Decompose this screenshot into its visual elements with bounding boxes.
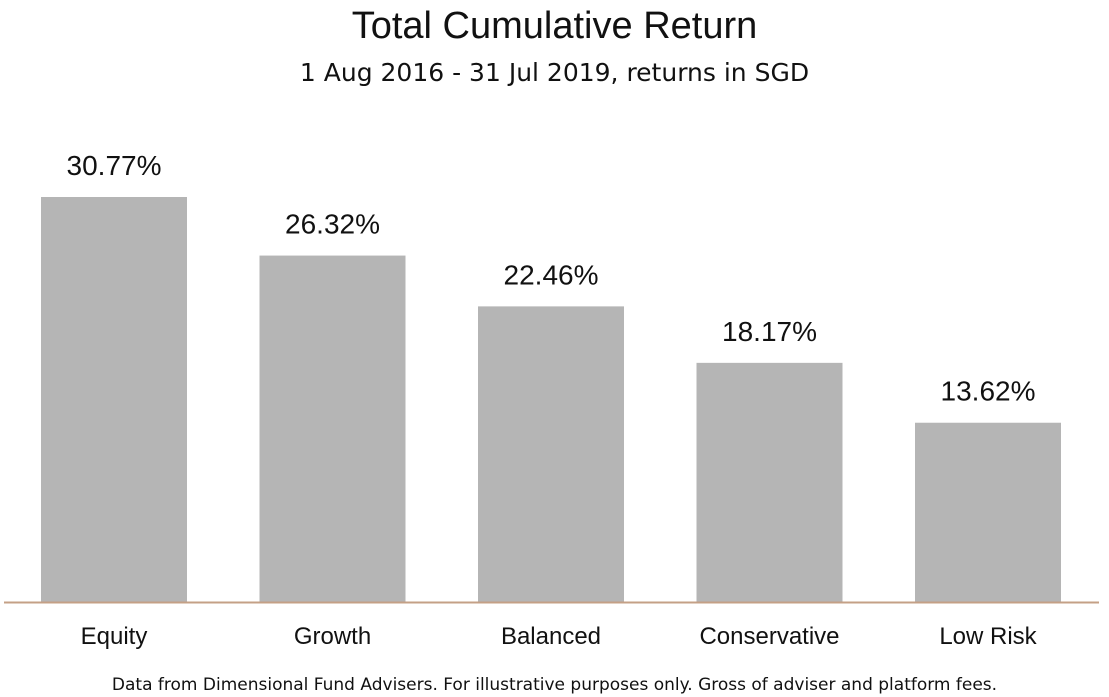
bar-value-label-conservative: 18.17% (722, 316, 817, 347)
bar-growth (259, 255, 406, 602)
bar-value-label-balanced: 22.46% (504, 259, 599, 290)
bar-equity (41, 197, 187, 602)
bars-group (41, 197, 1061, 602)
bar-conservative (696, 362, 843, 602)
bar-value-label-low-risk: 13.62% (941, 376, 1036, 407)
chart-subtitle: 1 Aug 2016 - 31 Jul 2019, returns in SGD (299, 58, 810, 87)
category-label-conservative: Conservative (699, 623, 839, 650)
category-label-balanced: Balanced (501, 623, 601, 650)
bar-low-risk (915, 422, 1061, 602)
chart-title: Total Cumulative Return (351, 5, 758, 47)
chart-footnote: Data from Dimensional Fund Advisers. For… (111, 675, 998, 695)
bar-value-label-equity: 30.77% (67, 150, 162, 181)
category-labels-group: Equity Growth Balanced Conservative Low Risk (81, 623, 1038, 650)
value-labels-group: 30.77% 26.32% 22.46% 18.17% 13.62% (67, 150, 1036, 407)
category-label-growth: Growth (294, 623, 371, 650)
bar-value-label-growth: 26.32% (285, 209, 380, 240)
category-label-equity: Equity (81, 623, 148, 650)
bar-balanced (478, 306, 624, 602)
category-label-low-risk: Low Risk (939, 623, 1037, 650)
